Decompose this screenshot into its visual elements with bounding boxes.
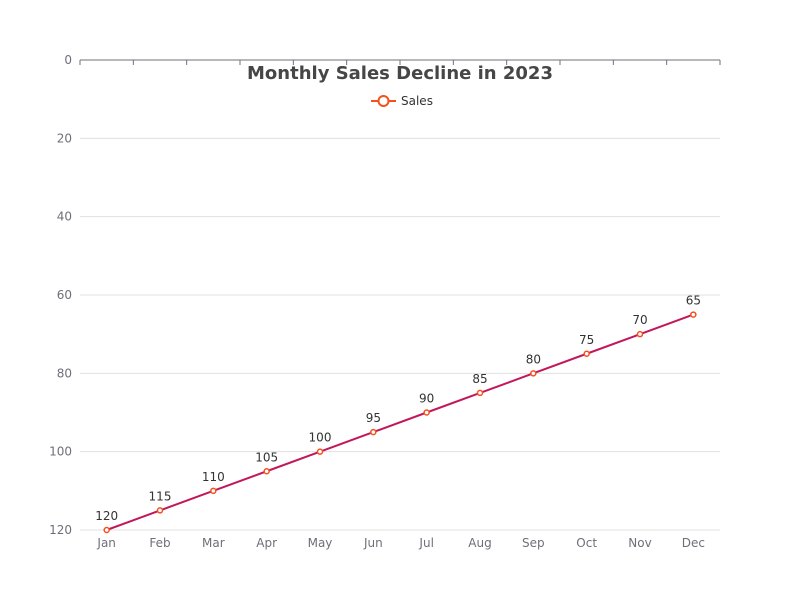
data-point[interactable]	[156, 507, 164, 514]
data-point[interactable]	[263, 468, 270, 475]
data-point[interactable]	[210, 487, 217, 495]
data-point[interactable]	[530, 370, 537, 377]
x-axis: Jan Feb Mar Apr May Jun Jul Aug Sep Oct Nov Dec	[79, 59, 721, 550]
x-tick-label: Oct	[576, 536, 597, 550]
data-label: 120	[95, 509, 118, 523]
data-label: 100	[309, 431, 332, 445]
x-tick-label: Sep	[522, 536, 545, 550]
data-point[interactable]	[103, 526, 110, 534]
x-tick-label: Dec	[682, 536, 705, 550]
x-tick-label: Apr	[256, 536, 277, 550]
legend-label-sales: Sales	[401, 94, 433, 108]
grid-lines	[80, 137, 720, 531]
data-point[interactable]	[423, 409, 430, 416]
chart-title: Monthly Sales Decline in 2023	[247, 63, 553, 84]
data-labels: 120 115 110 105 100 95 90 85 80 75 70 65	[95, 294, 701, 523]
data-points	[103, 311, 697, 534]
data-point[interactable]	[316, 448, 324, 455]
series-line-group	[106, 313, 694, 531]
y-tick-label: 120	[49, 523, 72, 537]
y-tick-label: 40	[57, 210, 72, 224]
x-tick-label: Jan	[96, 536, 116, 550]
x-tick-label: Aug	[468, 536, 491, 550]
y-tick-label: 60	[57, 288, 72, 302]
x-tick-label: Nov	[628, 536, 651, 550]
x-tick-label: Feb	[149, 536, 170, 550]
legend-circle-marker	[377, 95, 390, 107]
data-point[interactable]	[636, 330, 644, 338]
x-tick-label: Mar	[202, 536, 225, 550]
data-label: 95	[366, 411, 381, 425]
y-tick-label: 20	[57, 131, 72, 145]
data-point[interactable]	[370, 428, 377, 436]
data-label: 70	[632, 313, 647, 327]
data-point[interactable]	[476, 389, 484, 397]
data-point[interactable]	[583, 350, 590, 357]
data-label: 90	[419, 392, 434, 406]
x-tick-label: May	[308, 536, 333, 550]
series-line-sales	[106, 313, 694, 531]
data-label: 65	[686, 294, 701, 308]
x-tick-label: Jul	[418, 536, 433, 550]
y-tick-label: 0	[64, 53, 72, 67]
data-label: 115	[149, 489, 172, 503]
y-tick-label: 100	[49, 445, 72, 459]
data-label: 80	[526, 352, 541, 366]
data-label: 75	[579, 333, 594, 347]
data-label: 110	[202, 470, 225, 484]
y-axis: 0 20 40 60 80 100 120	[49, 53, 72, 537]
x-tick-label: Jun	[363, 536, 383, 550]
data-label: 105	[255, 450, 278, 464]
y-tick-label: 80	[57, 366, 72, 380]
legend[interactable]: Sales	[371, 94, 433, 108]
data-label: 85	[472, 372, 487, 386]
data-point[interactable]	[690, 311, 697, 318]
